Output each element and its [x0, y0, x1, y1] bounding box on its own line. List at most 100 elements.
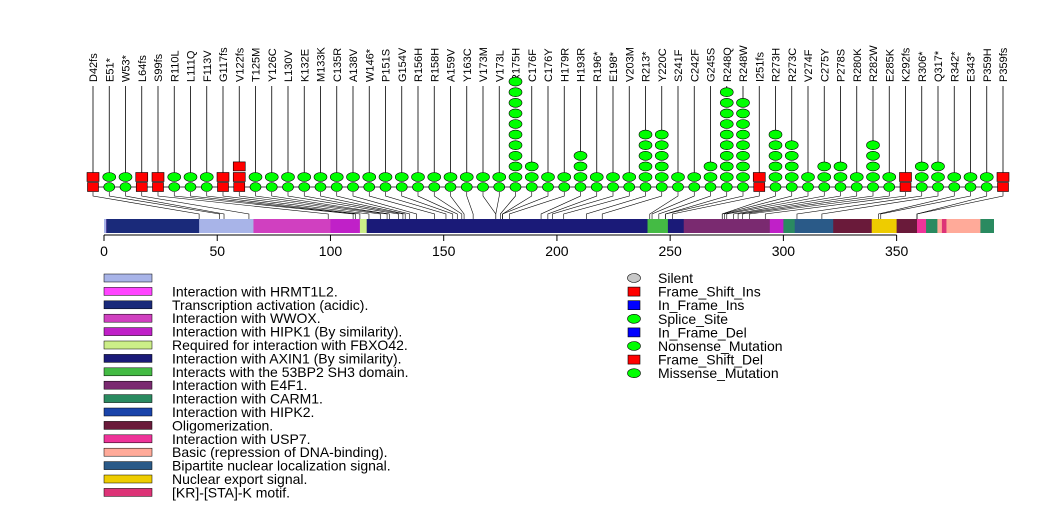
mutation-label: K132E	[299, 49, 311, 82]
mutation-marker	[297, 172, 312, 182]
position-connector	[352, 192, 417, 219]
domain-legend-swatch	[103, 300, 153, 310]
x-axis-tick-label: 100	[319, 243, 343, 259]
mutation-label: G117fs	[218, 47, 230, 82]
mutation-label: L111Q	[186, 50, 198, 82]
type-legend-marker	[627, 327, 641, 338]
mutation-marker	[979, 172, 994, 182]
baseline-marker	[672, 182, 684, 192]
baseline-marker	[119, 182, 132, 192]
type-legend-marker	[627, 286, 641, 297]
mutation-marker	[736, 172, 750, 182]
mutation-label: R273H	[771, 48, 783, 82]
domain-legend-swatch	[103, 380, 153, 390]
baseline-marker	[525, 182, 538, 192]
mutation-label: R306*	[917, 51, 929, 82]
position-connector	[749, 192, 890, 219]
x-axis-tick-label: 300	[772, 243, 796, 259]
mutation-marker	[866, 161, 880, 172]
position-connector	[665, 192, 744, 219]
mutation-marker	[459, 172, 474, 182]
baseline-marker	[818, 182, 831, 192]
mutation-label: P359H	[982, 48, 994, 82]
domain-legend-swatch	[103, 287, 153, 296]
mutation-marker	[866, 151, 880, 161]
position-connector	[417, 192, 458, 219]
mutation-marker	[654, 161, 669, 172]
mutation-marker	[719, 129, 734, 140]
mutation-label: G154V	[397, 47, 409, 82]
mutation-marker	[508, 98, 523, 108]
mutation-marker	[638, 129, 653, 140]
mutation-label: R158H	[429, 48, 441, 82]
baseline-marker	[964, 182, 977, 192]
mutation-marker	[833, 161, 848, 172]
type-legend-label: Frame_Shift_Del	[658, 352, 763, 368]
mutation-marker	[671, 172, 685, 182]
position-connector	[385, 192, 447, 219]
mutation-label: G245S	[706, 48, 718, 82]
position-connector	[764, 192, 906, 219]
position-connector	[821, 192, 939, 219]
mutation-label: R213*	[641, 51, 653, 82]
position-connector	[466, 192, 474, 219]
mutation-marker	[947, 172, 962, 182]
mutation-marker	[508, 161, 523, 172]
position-connector	[721, 192, 776, 219]
position-connector	[368, 192, 435, 219]
baseline-marker	[103, 182, 116, 192]
baseline-marker	[460, 182, 473, 192]
position-connector	[658, 192, 711, 219]
type-legend-label: Nonsense_Mutation	[658, 338, 783, 354]
baseline-marker	[688, 182, 701, 192]
position-connector	[255, 192, 388, 219]
mutation-label: E285K	[884, 48, 896, 82]
mutation-marker	[736, 98, 750, 108]
baseline-marker	[87, 182, 99, 192]
mutation-marker	[801, 172, 815, 182]
domain-legend-swatch	[103, 434, 153, 444]
position-connector	[336, 192, 411, 219]
x-axis-tick-label: 200	[545, 243, 569, 259]
mutation-marker	[508, 172, 523, 182]
baseline-marker	[932, 182, 944, 192]
position-connector	[125, 192, 225, 219]
position-connector	[141, 192, 250, 219]
position-connector	[724, 192, 809, 219]
baseline-marker	[265, 182, 278, 192]
mutation-label: R248W	[738, 45, 750, 82]
domain-legend: Interaction with HRMT1L2.Transcription a…	[103, 273, 409, 500]
mutation-label: V203M	[624, 47, 636, 82]
baseline-marker	[217, 182, 229, 192]
mutation-marker	[199, 172, 214, 182]
baseline-marker	[834, 182, 847, 192]
position-connector	[206, 192, 361, 219]
baseline-marker	[509, 182, 522, 192]
domain-segment	[937, 219, 981, 233]
baseline-marker	[379, 182, 392, 192]
domain-segment	[106, 219, 200, 233]
mutation-marker	[589, 172, 604, 182]
mutation-marker	[687, 172, 702, 182]
mutation-marker	[882, 172, 897, 182]
baseline-marker	[444, 182, 457, 192]
mutation-label: A159V	[446, 48, 458, 82]
position-connector	[502, 192, 549, 219]
type-legend-label: Splice_Site	[658, 311, 728, 327]
baseline-marker	[477, 182, 489, 192]
baseline-marker	[802, 182, 814, 192]
domain-segment	[253, 219, 354, 233]
mutation-marker	[264, 172, 279, 182]
position-connector	[726, 192, 825, 219]
domain-legend-label: Basic (repression of DNA-binding).	[172, 444, 388, 460]
position-connector	[651, 192, 695, 219]
mutation-marker	[281, 172, 295, 182]
baseline-marker	[753, 182, 766, 192]
position-connector	[495, 192, 500, 219]
type-legend-marker	[627, 368, 641, 379]
baseline-marker	[769, 182, 782, 192]
domain-segment	[917, 219, 927, 233]
position-connector	[547, 192, 598, 219]
mutation-label: R196*	[592, 51, 604, 82]
